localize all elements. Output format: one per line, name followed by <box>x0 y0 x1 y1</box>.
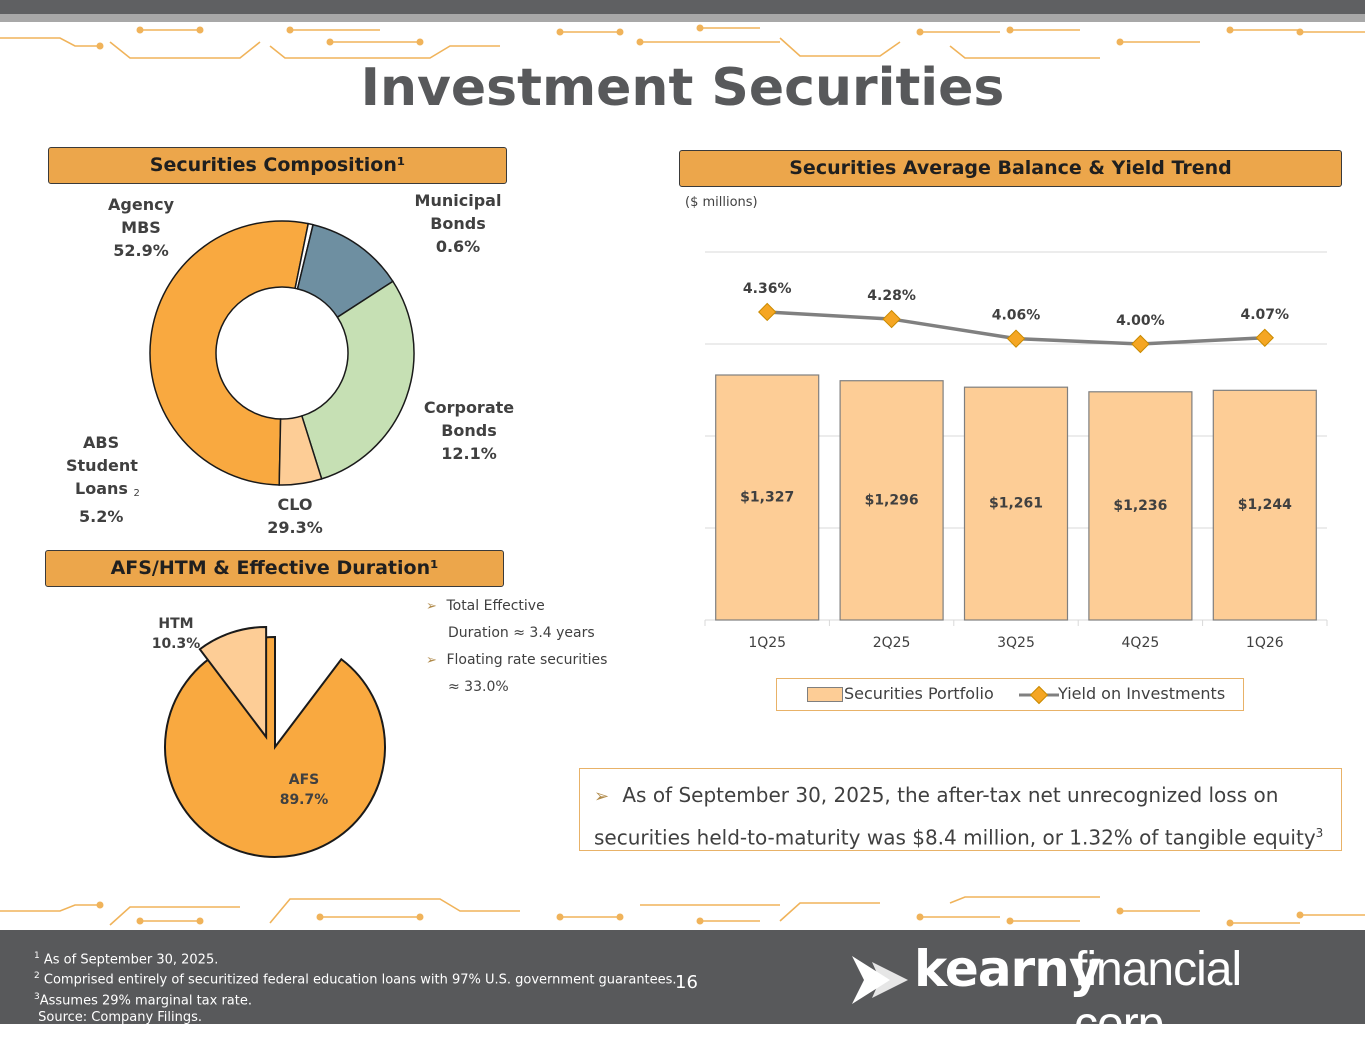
bar-value-label: $1,261 <box>989 496 1043 512</box>
bar-2q25 <box>839 380 944 621</box>
x-tick-label: 1Q25 <box>748 635 786 651</box>
afs-htm-pie-chart <box>164 625 386 858</box>
page-number: 16 <box>675 972 698 993</box>
yield-value-label: 4.06% <box>992 308 1041 324</box>
bar-4q25 <box>1088 391 1193 621</box>
htm-loss-callout: ➢ As of September 30, 2025, the after-ta… <box>579 768 1342 851</box>
legend-swatch-yield <box>1019 685 1059 705</box>
bar-value-label: $1,296 <box>865 492 919 508</box>
donut-slice-clo <box>300 280 415 480</box>
bullet-floating-rate: ➢ Floating rate securities ≈ 33.0% <box>426 647 607 701</box>
bar-value-label: $1,244 <box>1238 497 1292 513</box>
units-label: ($ millions) <box>685 195 758 210</box>
donut-slice-abs-student-loans <box>278 415 323 486</box>
label-afs: AFS 89.7% <box>279 772 329 808</box>
pie-slice-afs <box>164 635 386 858</box>
footnote-1: 1 As of September 30, 2025. <box>34 951 219 968</box>
yield-marker <box>882 309 901 329</box>
yield-marker <box>1006 329 1026 348</box>
yield-marker <box>758 302 777 322</box>
x-tick-label: 2Q25 <box>873 635 911 651</box>
bar-1q26 <box>1212 389 1317 621</box>
composition-donut-chart <box>149 220 415 486</box>
circuit-decoration-bottom <box>0 896 1365 927</box>
yield-value-label: 4.07% <box>1241 307 1290 323</box>
bar-1q25 <box>715 374 820 621</box>
x-tick-label: 4Q25 <box>1122 635 1160 651</box>
legend-label-portfolio: Securities Portfolio <box>844 684 994 703</box>
arrow-bullet-icon: ➢ <box>426 653 437 668</box>
bar-value-label: $1,327 <box>740 490 794 506</box>
top-bar-accent <box>0 14 1365 22</box>
chart-legend: Securities Portfolio Yield on Investment… <box>776 678 1244 711</box>
page-title: Investment Securities <box>360 58 1005 118</box>
yield-value-label: 4.00% <box>1116 313 1165 329</box>
duration-header: AFS/HTM & Effective Duration¹ <box>45 550 504 587</box>
bar-value-label: $1,236 <box>1113 498 1167 514</box>
bar-3q25 <box>963 386 1069 621</box>
label-abs-student-loans: ABS Student Loans 2 5.2% <box>66 433 140 526</box>
label-clo: CLO 29.3% <box>267 495 323 537</box>
footer-bar: 1 As of September 30, 2025. 2 Comprised … <box>0 930 1365 1051</box>
yield-value-label: 4.28% <box>867 288 916 304</box>
composition-header: Securities Composition¹ <box>48 147 507 184</box>
top-bar <box>0 0 1365 14</box>
footnote-2: 2 Comprised entirely of securitized fede… <box>34 971 677 988</box>
arrow-bullet-icon: ➢ <box>426 599 437 614</box>
footnotes: 1 As of September 30, 2025. 2 Comprised … <box>34 948 677 1026</box>
x-tick-label: 3Q25 <box>997 635 1035 651</box>
circuit-decoration-top <box>0 24 1365 59</box>
x-tick-label: 1Q26 <box>1246 635 1284 651</box>
donut-slice-agency-mbs <box>149 220 310 486</box>
kearny-logo: kearny financial corp. <box>850 940 1330 1051</box>
bullet-effective-duration: ➢ Total Effective Duration ≈ 3.4 years <box>426 593 595 647</box>
yield-value-label: 4.36% <box>743 281 792 297</box>
yield-marker <box>1131 334 1150 354</box>
label-htm: HTM 10.3% <box>151 616 201 652</box>
label-agency-mbs: Agency MBS 52.9% <box>108 195 174 260</box>
legend-label-yield: Yield on Investments <box>1058 684 1226 703</box>
footnote-3: 3Assumes 29% marginal tax rate. <box>34 991 252 1008</box>
balance-yield-combo-chart: $1,327 1Q25 $1,296 2Q25 $1,261 3Q25 $1,236 4Q25… <box>704 251 1328 651</box>
trend-header: Securities Average Balance & Yield Trend <box>679 150 1342 187</box>
pie-slice-htm <box>198 625 268 740</box>
label-municipal-bonds: Municipal Bonds 0.6% <box>414 191 502 256</box>
arrow-bullet-icon: ➢ <box>594 786 610 807</box>
logo-chevron-icon <box>852 956 908 1004</box>
footnote-source: Source: Company Filings. <box>38 1009 203 1025</box>
label-corporate-bonds: Corporate Bonds 12.1% <box>423 398 515 463</box>
yield-marker <box>1255 328 1274 347</box>
legend-swatch-portfolio <box>807 687 843 702</box>
